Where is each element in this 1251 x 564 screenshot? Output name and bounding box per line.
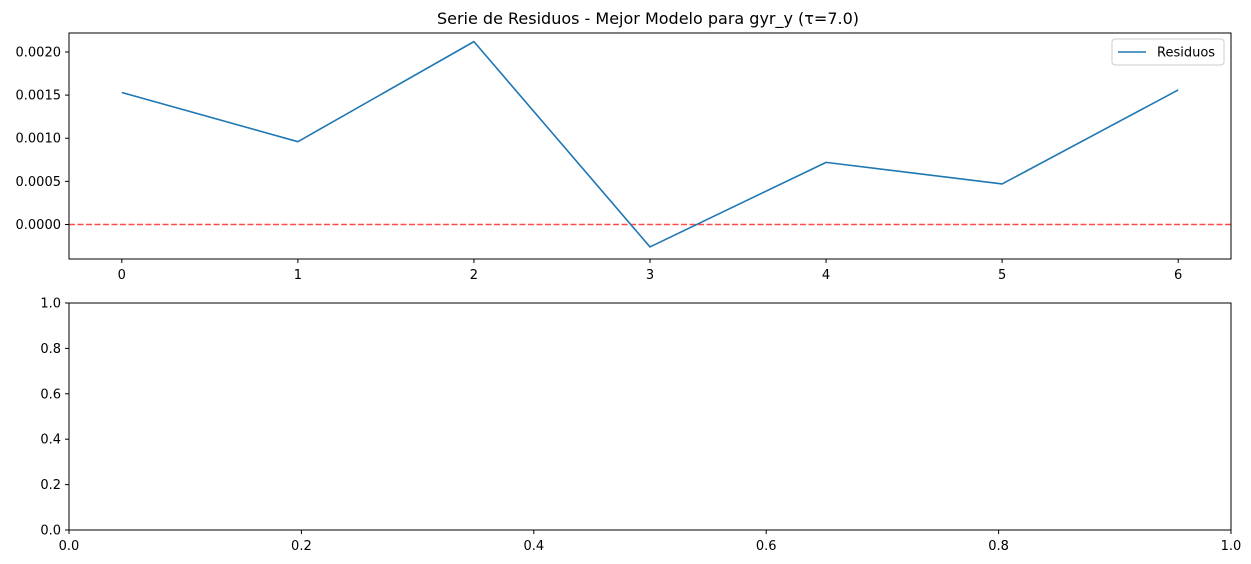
legend-box (1111, 38, 1225, 66)
y-tick-label: 0.2 (40, 478, 61, 493)
y-tick-label: 0.0 (40, 524, 61, 539)
series-lines (121, 40, 1179, 248)
x-tick-label: 0.2 (291, 539, 312, 554)
x-tick-label: 1 (294, 268, 302, 283)
y-tick-label: 0.4 (40, 433, 61, 448)
x-axis-ticks: 0.0 0.2 0.4 0.6 0.8 1.0 (59, 530, 1242, 554)
x-tick-label: 3 (646, 268, 654, 283)
plot-frame (68, 302, 1232, 531)
x-tick-label: 0 (118, 268, 126, 283)
y-tick-label: 0.0020 (16, 45, 62, 60)
y-tick-label: 0.8 (40, 342, 61, 357)
y-tick-label: 0.6 (40, 387, 61, 402)
y-axis-ticks: 0.0000 0.0005 0.0010 0.0015 0.0020 (16, 45, 69, 233)
residuals-chart: Serie de Residuos - Mejor Modelo para gy… (16, 9, 1232, 283)
x-tick-label: 0.6 (756, 539, 777, 554)
y-tick-label: 0.0000 (16, 218, 62, 233)
chart-title: Serie de Residuos - Mejor Modelo para gy… (437, 9, 859, 29)
x-tick-label: 4 (822, 268, 830, 283)
y-tick-label: 0.0005 (16, 175, 62, 190)
y-tick-label: 0.0010 (16, 132, 62, 147)
empty-axes-chart: 0.0 0.2 0.4 0.6 0.8 1.0 0.0 0.2 0.4 0.6 0.8 1.0 (40, 297, 1241, 555)
x-tick-label: 1.0 (1221, 539, 1242, 554)
plot-frame (68, 32, 1232, 260)
x-tick-label: 5 (998, 268, 1006, 283)
y-tick-label: 1.0 (40, 297, 61, 312)
x-tick-label: 6 (1174, 268, 1182, 283)
x-tick-label: 0.0 (59, 539, 80, 554)
x-tick-label: 0.4 (523, 539, 544, 554)
x-tick-label: 2 (470, 268, 478, 283)
y-tick-label: 0.0015 (16, 89, 62, 104)
legend: Residuos (1111, 38, 1225, 66)
x-tick-label: 0.8 (988, 539, 1009, 554)
x-axis-ticks: 0 1 2 3 4 5 6 (118, 259, 1182, 283)
legend-label-residuos: Residuos (1157, 46, 1215, 61)
y-axis-ticks: 0.0 0.2 0.4 0.6 0.8 1.0 (40, 297, 69, 539)
